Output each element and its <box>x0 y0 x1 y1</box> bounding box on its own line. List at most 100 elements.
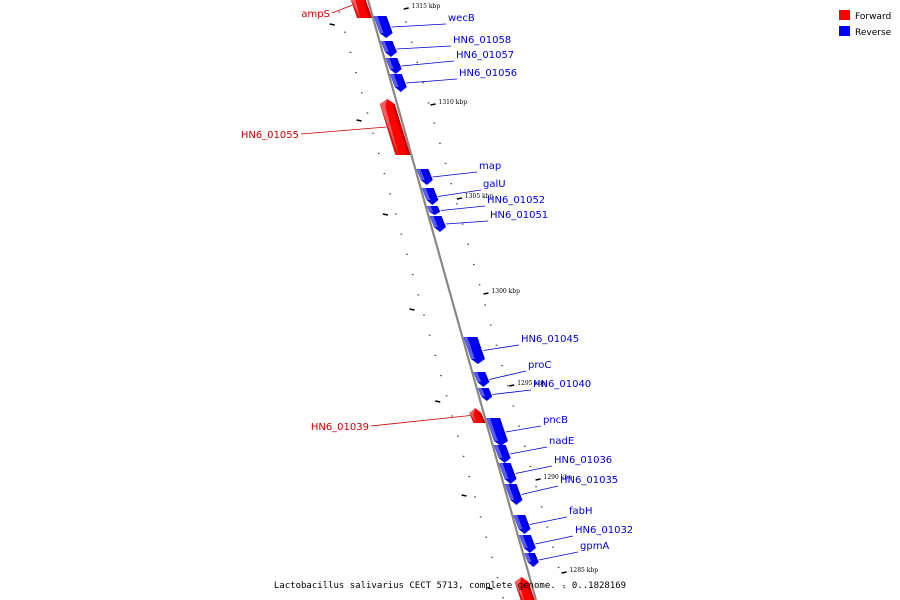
gene-shade <box>362 0 373 18</box>
gene-label-leader <box>538 551 579 561</box>
gene-feature[interactable] <box>385 58 402 74</box>
gene-arrow <box>477 388 493 401</box>
tick-label: 1295 kbp <box>517 380 546 387</box>
gene-shade <box>531 553 539 563</box>
gene-arrow <box>426 206 441 215</box>
gene-feature[interactable] <box>426 206 441 215</box>
gene-label[interactable]: HN6_01052 <box>487 195 545 206</box>
gene-feature[interactable] <box>429 216 446 232</box>
gene-arrow <box>493 445 511 463</box>
gene-highlight <box>518 535 528 548</box>
gene-label[interactable]: pncB <box>543 415 568 426</box>
gene-shade <box>430 188 439 200</box>
gene-label[interactable]: HN6_01040 <box>533 379 591 390</box>
gene-shade <box>478 413 486 423</box>
genome-backbone <box>366 0 538 600</box>
gene-label[interactable]: HN6_01036 <box>554 455 612 466</box>
gene-label[interactable]: HN6_01035 <box>560 475 618 486</box>
gene-label-leader <box>396 45 452 50</box>
major-tick <box>483 292 489 295</box>
gene-shade <box>425 169 433 180</box>
gene-label[interactable]: HN6_01039 <box>311 422 369 433</box>
gene-shade <box>482 372 490 382</box>
major-ticks: 1315 kbp 1310 kbp 1305 kbp 1300 kbp 1295 kbp… <box>329 3 598 590</box>
gene-label[interactable]: HN6_01051 <box>490 210 548 221</box>
gene-label[interactable]: wecB <box>448 13 475 24</box>
major-tick <box>509 384 515 387</box>
gene-label[interactable]: proC <box>528 360 551 371</box>
gene-arrow <box>486 418 508 446</box>
gene-feature[interactable] <box>477 388 493 401</box>
gene-label-leader <box>483 344 520 351</box>
gene-feature[interactable] <box>498 463 517 484</box>
gene-feature[interactable] <box>389 74 407 92</box>
gene-label-leader <box>521 485 559 495</box>
gene-feature[interactable] <box>373 16 393 38</box>
gene-label-leader <box>445 220 489 225</box>
gene-feature[interactable] <box>421 188 439 205</box>
gene-feature[interactable] <box>463 337 485 364</box>
gene-feature[interactable] <box>518 535 536 553</box>
gene-highlight <box>486 418 498 441</box>
gene-arrow <box>463 337 485 364</box>
gene-highlight <box>429 216 438 227</box>
gene-feature[interactable] <box>350 0 373 18</box>
gene-arrow <box>504 484 523 505</box>
gene-label[interactable]: map <box>479 161 501 172</box>
tick-label: 1290 kbp <box>544 474 573 481</box>
gene-feature[interactable] <box>379 99 411 155</box>
gene-label-leader <box>370 415 471 427</box>
gene-feature[interactable] <box>493 445 511 463</box>
gene-feature[interactable] <box>416 169 433 185</box>
gene-label-leader <box>529 516 568 525</box>
gene-arrow <box>350 0 373 18</box>
gene-label[interactable]: fabH <box>569 506 593 517</box>
gene-feature[interactable] <box>469 408 486 423</box>
gene-feature[interactable] <box>486 418 508 446</box>
gene-shade <box>485 388 493 397</box>
minor-ticks <box>338 11 566 599</box>
gene-shade <box>513 484 523 500</box>
gene-feature[interactable] <box>523 553 539 567</box>
gene-label-leader <box>535 535 574 545</box>
major-tick <box>535 478 541 481</box>
gene-feature[interactable] <box>513 515 531 534</box>
legend-item-forward[interactable]: Forward <box>839 10 891 22</box>
legend-item-reverse[interactable]: Reverse <box>839 26 892 38</box>
gene-label-leader <box>432 171 478 178</box>
tick-label: 1310 kbp <box>439 99 468 106</box>
genome-caption: Lactobacillus salivarius CECT 5713, comp… <box>274 581 626 591</box>
gene-label-leader <box>489 370 527 380</box>
gene-highlight <box>426 206 434 212</box>
gene-shade <box>383 16 393 33</box>
gene-label[interactable]: gpmA <box>580 541 609 552</box>
gene-feature[interactable] <box>514 577 537 600</box>
gene-shade <box>507 463 517 479</box>
gene-label[interactable]: ampS <box>301 9 330 20</box>
gene-label[interactable]: galU <box>483 179 506 190</box>
gene-label-leader <box>505 425 542 433</box>
gene-label-leader <box>406 78 458 84</box>
gene-label[interactable]: nadE <box>549 436 574 447</box>
gene-feature[interactable] <box>504 484 523 505</box>
gene-arrow <box>416 169 433 185</box>
gene-label[interactable]: HN6_01058 <box>453 35 511 46</box>
major-tick <box>403 7 409 10</box>
tick-label: 1305 kbp <box>465 193 494 200</box>
gene-label[interactable]: HN6_01057 <box>456 50 514 61</box>
gene-highlight <box>416 169 425 180</box>
gene-highlight <box>380 41 389 52</box>
gene-arrow <box>429 216 446 232</box>
gene-highlight <box>514 577 525 600</box>
gene-shade <box>527 535 536 548</box>
gene-label[interactable]: HN6_01045 <box>521 334 579 345</box>
gene-feature[interactable] <box>380 41 397 57</box>
gene-feature[interactable] <box>473 372 490 387</box>
gene-highlight <box>463 337 475 359</box>
gene-shade <box>522 515 531 529</box>
gene-label[interactable]: HN6_01056 <box>459 68 517 79</box>
gene-label[interactable]: HN6_01032 <box>575 525 633 536</box>
gene-label[interactable]: HN6_01055 <box>241 130 299 141</box>
gene-shade <box>502 445 511 458</box>
